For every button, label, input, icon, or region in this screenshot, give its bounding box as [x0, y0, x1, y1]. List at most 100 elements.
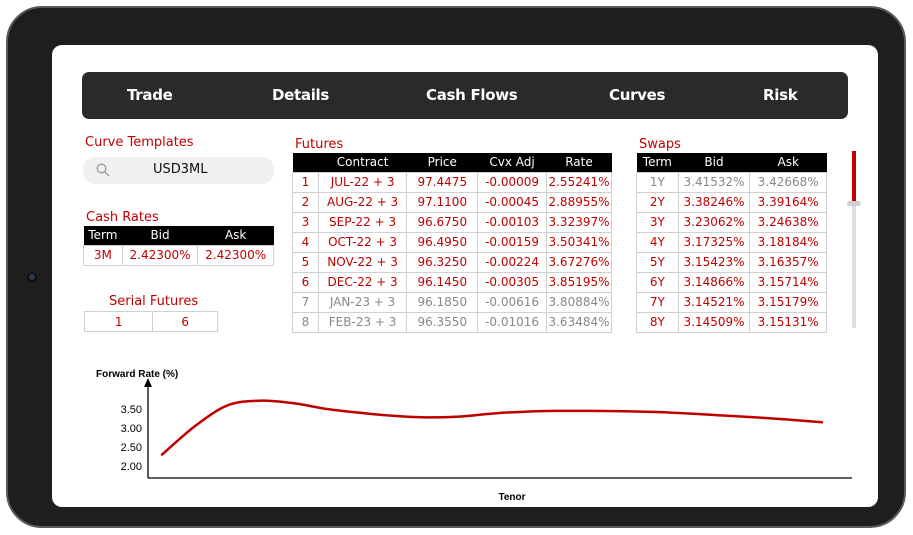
table-row[interactable]: 3Y 3.23062% 3.24638%	[636, 211, 827, 233]
swap-term-cell[interactable]: 6Y	[636, 271, 679, 293]
price-cell[interactable]: 96.6750	[406, 211, 479, 233]
table-row[interactable]: 8 FEB-23 + 3 96.3550 -0.01016 3.63484%	[292, 311, 612, 333]
price-cell[interactable]: 97.1100	[406, 191, 479, 213]
column-header: Bid	[122, 226, 198, 245]
serial-futures-start[interactable]: 1	[83, 311, 154, 332]
curve-template-search[interactable]: USD3ML	[83, 157, 274, 184]
price-cell[interactable]: 96.4950	[406, 231, 479, 253]
tab-curves[interactable]: Curves	[609, 86, 666, 104]
swap-ask-cell[interactable]: 3.15714%	[749, 271, 827, 293]
swap-ask-cell[interactable]: 3.24638%	[749, 211, 827, 233]
table-row[interactable]: 1 JUL-22 + 3 97.4475 -0.00009 2.55241%	[292, 171, 612, 193]
table-row[interactable]: 4 OCT-22 + 3 96.4950 -0.00159 3.50341%	[292, 231, 612, 253]
rate-cell[interactable]: 2.55241%	[546, 171, 612, 193]
cash-bid-cell[interactable]: 2.42300%	[121, 244, 199, 266]
swap-term-cell[interactable]: 3Y	[636, 211, 679, 233]
rate-cell[interactable]: 3.63484%	[546, 311, 612, 333]
cvx-adj-cell[interactable]: -0.00009	[477, 171, 547, 193]
contract-cell[interactable]: DEC-22 + 3	[317, 271, 408, 293]
table-row[interactable]: 7 JAN-23 + 3 96.1850 -0.00616 3.80884%	[292, 291, 612, 313]
swap-ask-cell[interactable]: 3.15131%	[749, 311, 827, 333]
swap-term-cell[interactable]: 1Y	[636, 171, 679, 193]
rate-cell[interactable]: 2.88955%	[546, 191, 612, 213]
swap-bid-cell[interactable]: 3.38246%	[677, 191, 751, 213]
swap-bid-cell[interactable]: 3.17325%	[677, 231, 751, 253]
contract-cell[interactable]: SEP-22 + 3	[317, 211, 408, 233]
cash-ask-cell[interactable]: 2.42300%	[197, 244, 274, 266]
table-row[interactable]: 7Y 3.14521% 3.15179%	[636, 291, 827, 313]
tab-trade[interactable]: Trade	[127, 86, 173, 104]
cvx-adj-cell[interactable]: -0.00103	[477, 211, 547, 233]
cash-term-cell[interactable]: 3M	[83, 244, 123, 266]
contract-cell[interactable]: NOV-22 + 3	[317, 251, 408, 273]
contract-cell[interactable]: FEB-23 + 3	[317, 311, 408, 333]
rate-cell[interactable]: 3.50341%	[546, 231, 612, 253]
tab-cash-flows[interactable]: Cash Flows	[426, 86, 518, 104]
table-row[interactable]: 6 DEC-22 + 3 96.1450 -0.00305 3.85195%	[292, 271, 612, 293]
row-number-cell[interactable]: 3	[292, 211, 319, 233]
contract-cell[interactable]: JUL-22 + 3	[317, 171, 408, 193]
tab-risk[interactable]: Risk	[763, 86, 798, 104]
swap-bid-cell[interactable]: 3.14521%	[677, 291, 751, 313]
contract-cell[interactable]: AUG-22 + 3	[317, 191, 408, 213]
swaps-scrollbar-thumb[interactable]	[847, 201, 861, 206]
price-cell[interactable]: 96.3250	[406, 251, 479, 273]
table-row[interactable]: 1Y 3.41532% 3.42668%	[636, 171, 827, 193]
table-row[interactable]: 6Y 3.14866% 3.15714%	[636, 271, 827, 293]
tab-details[interactable]: Details	[272, 86, 330, 104]
table-row[interactable]: 3 SEP-22 + 3 96.6750 -0.00103 3.32397%	[292, 211, 612, 233]
cvx-adj-cell[interactable]: -0.00224	[477, 251, 547, 273]
cvx-adj-cell[interactable]: -0.00616	[477, 291, 547, 313]
swaps-scrollbar-track[interactable]	[852, 151, 856, 328]
swap-bid-cell[interactable]: 3.14509%	[677, 311, 751, 333]
serial-futures-count[interactable]: 6	[152, 311, 218, 332]
cvx-adj-cell[interactable]: -0.00159	[477, 231, 547, 253]
swap-term-cell[interactable]: 8Y	[636, 311, 679, 333]
row-number-cell[interactable]: 2	[292, 191, 319, 213]
table-row[interactable]: 3M 2.42300% 2.42300%	[83, 244, 274, 266]
table-row[interactable]: 5Y 3.15423% 3.16357%	[636, 251, 827, 273]
contract-cell[interactable]: JAN-23 + 3	[317, 291, 408, 313]
contract-cell[interactable]: OCT-22 + 3	[317, 231, 408, 253]
swap-term-cell[interactable]: 4Y	[636, 231, 679, 253]
table-row[interactable]: 1 6	[83, 311, 218, 332]
rate-cell[interactable]: 3.80884%	[546, 291, 612, 313]
rate-cell[interactable]: 3.85195%	[546, 271, 612, 293]
row-number-cell[interactable]: 7	[292, 291, 319, 313]
row-number-cell[interactable]: 5	[292, 251, 319, 273]
price-cell[interactable]: 96.1450	[406, 271, 479, 293]
cvx-adj-cell[interactable]: -0.01016	[477, 311, 547, 333]
swap-ask-cell[interactable]: 3.39164%	[749, 191, 827, 213]
swap-term-cell[interactable]: 5Y	[636, 251, 679, 273]
table-row[interactable]: 4Y 3.17325% 3.18184%	[636, 231, 827, 253]
cvx-adj-cell[interactable]: -0.00045	[477, 191, 547, 213]
swap-bid-cell[interactable]: 3.23062%	[677, 211, 751, 233]
cvx-adj-cell[interactable]: -0.00305	[477, 271, 547, 293]
row-number-cell[interactable]: 8	[292, 311, 319, 333]
row-number-cell[interactable]: 1	[292, 171, 319, 193]
swap-ask-cell[interactable]: 3.18184%	[749, 231, 827, 253]
forward-rate-line	[160, 399, 824, 456]
price-cell[interactable]: 96.1850	[406, 291, 479, 313]
swap-term-cell[interactable]: 7Y	[636, 291, 679, 313]
search-input[interactable]: USD3ML	[153, 162, 208, 177]
swap-bid-cell[interactable]: 3.15423%	[677, 251, 751, 273]
swaps-scrollbar-fill	[852, 151, 856, 201]
table-row[interactable]: 5 NOV-22 + 3 96.3250 -0.00224 3.67276%	[292, 251, 612, 273]
serial-futures-table: 1 6	[83, 311, 218, 332]
swap-term-cell[interactable]: 2Y	[636, 191, 679, 213]
price-cell[interactable]: 97.4475	[406, 171, 479, 193]
row-number-cell[interactable]: 6	[292, 271, 319, 293]
rate-cell[interactable]: 3.67276%	[546, 251, 612, 273]
rate-cell[interactable]: 3.32397%	[546, 211, 612, 233]
table-row[interactable]: 2 AUG-22 + 3 97.1100 -0.00045 2.88955%	[292, 191, 612, 213]
swap-bid-cell[interactable]: 3.14866%	[677, 271, 751, 293]
swap-ask-cell[interactable]: 3.16357%	[749, 251, 827, 273]
swap-ask-cell[interactable]: 3.15179%	[749, 291, 827, 313]
table-row[interactable]: 2Y 3.38246% 3.39164%	[636, 191, 827, 213]
row-number-cell[interactable]: 4	[292, 231, 319, 253]
swap-ask-cell[interactable]: 3.42668%	[749, 171, 827, 193]
table-row[interactable]: 8Y 3.14509% 3.15131%	[636, 311, 827, 333]
swap-bid-cell[interactable]: 3.41532%	[677, 171, 751, 193]
price-cell[interactable]: 96.3550	[406, 311, 479, 333]
